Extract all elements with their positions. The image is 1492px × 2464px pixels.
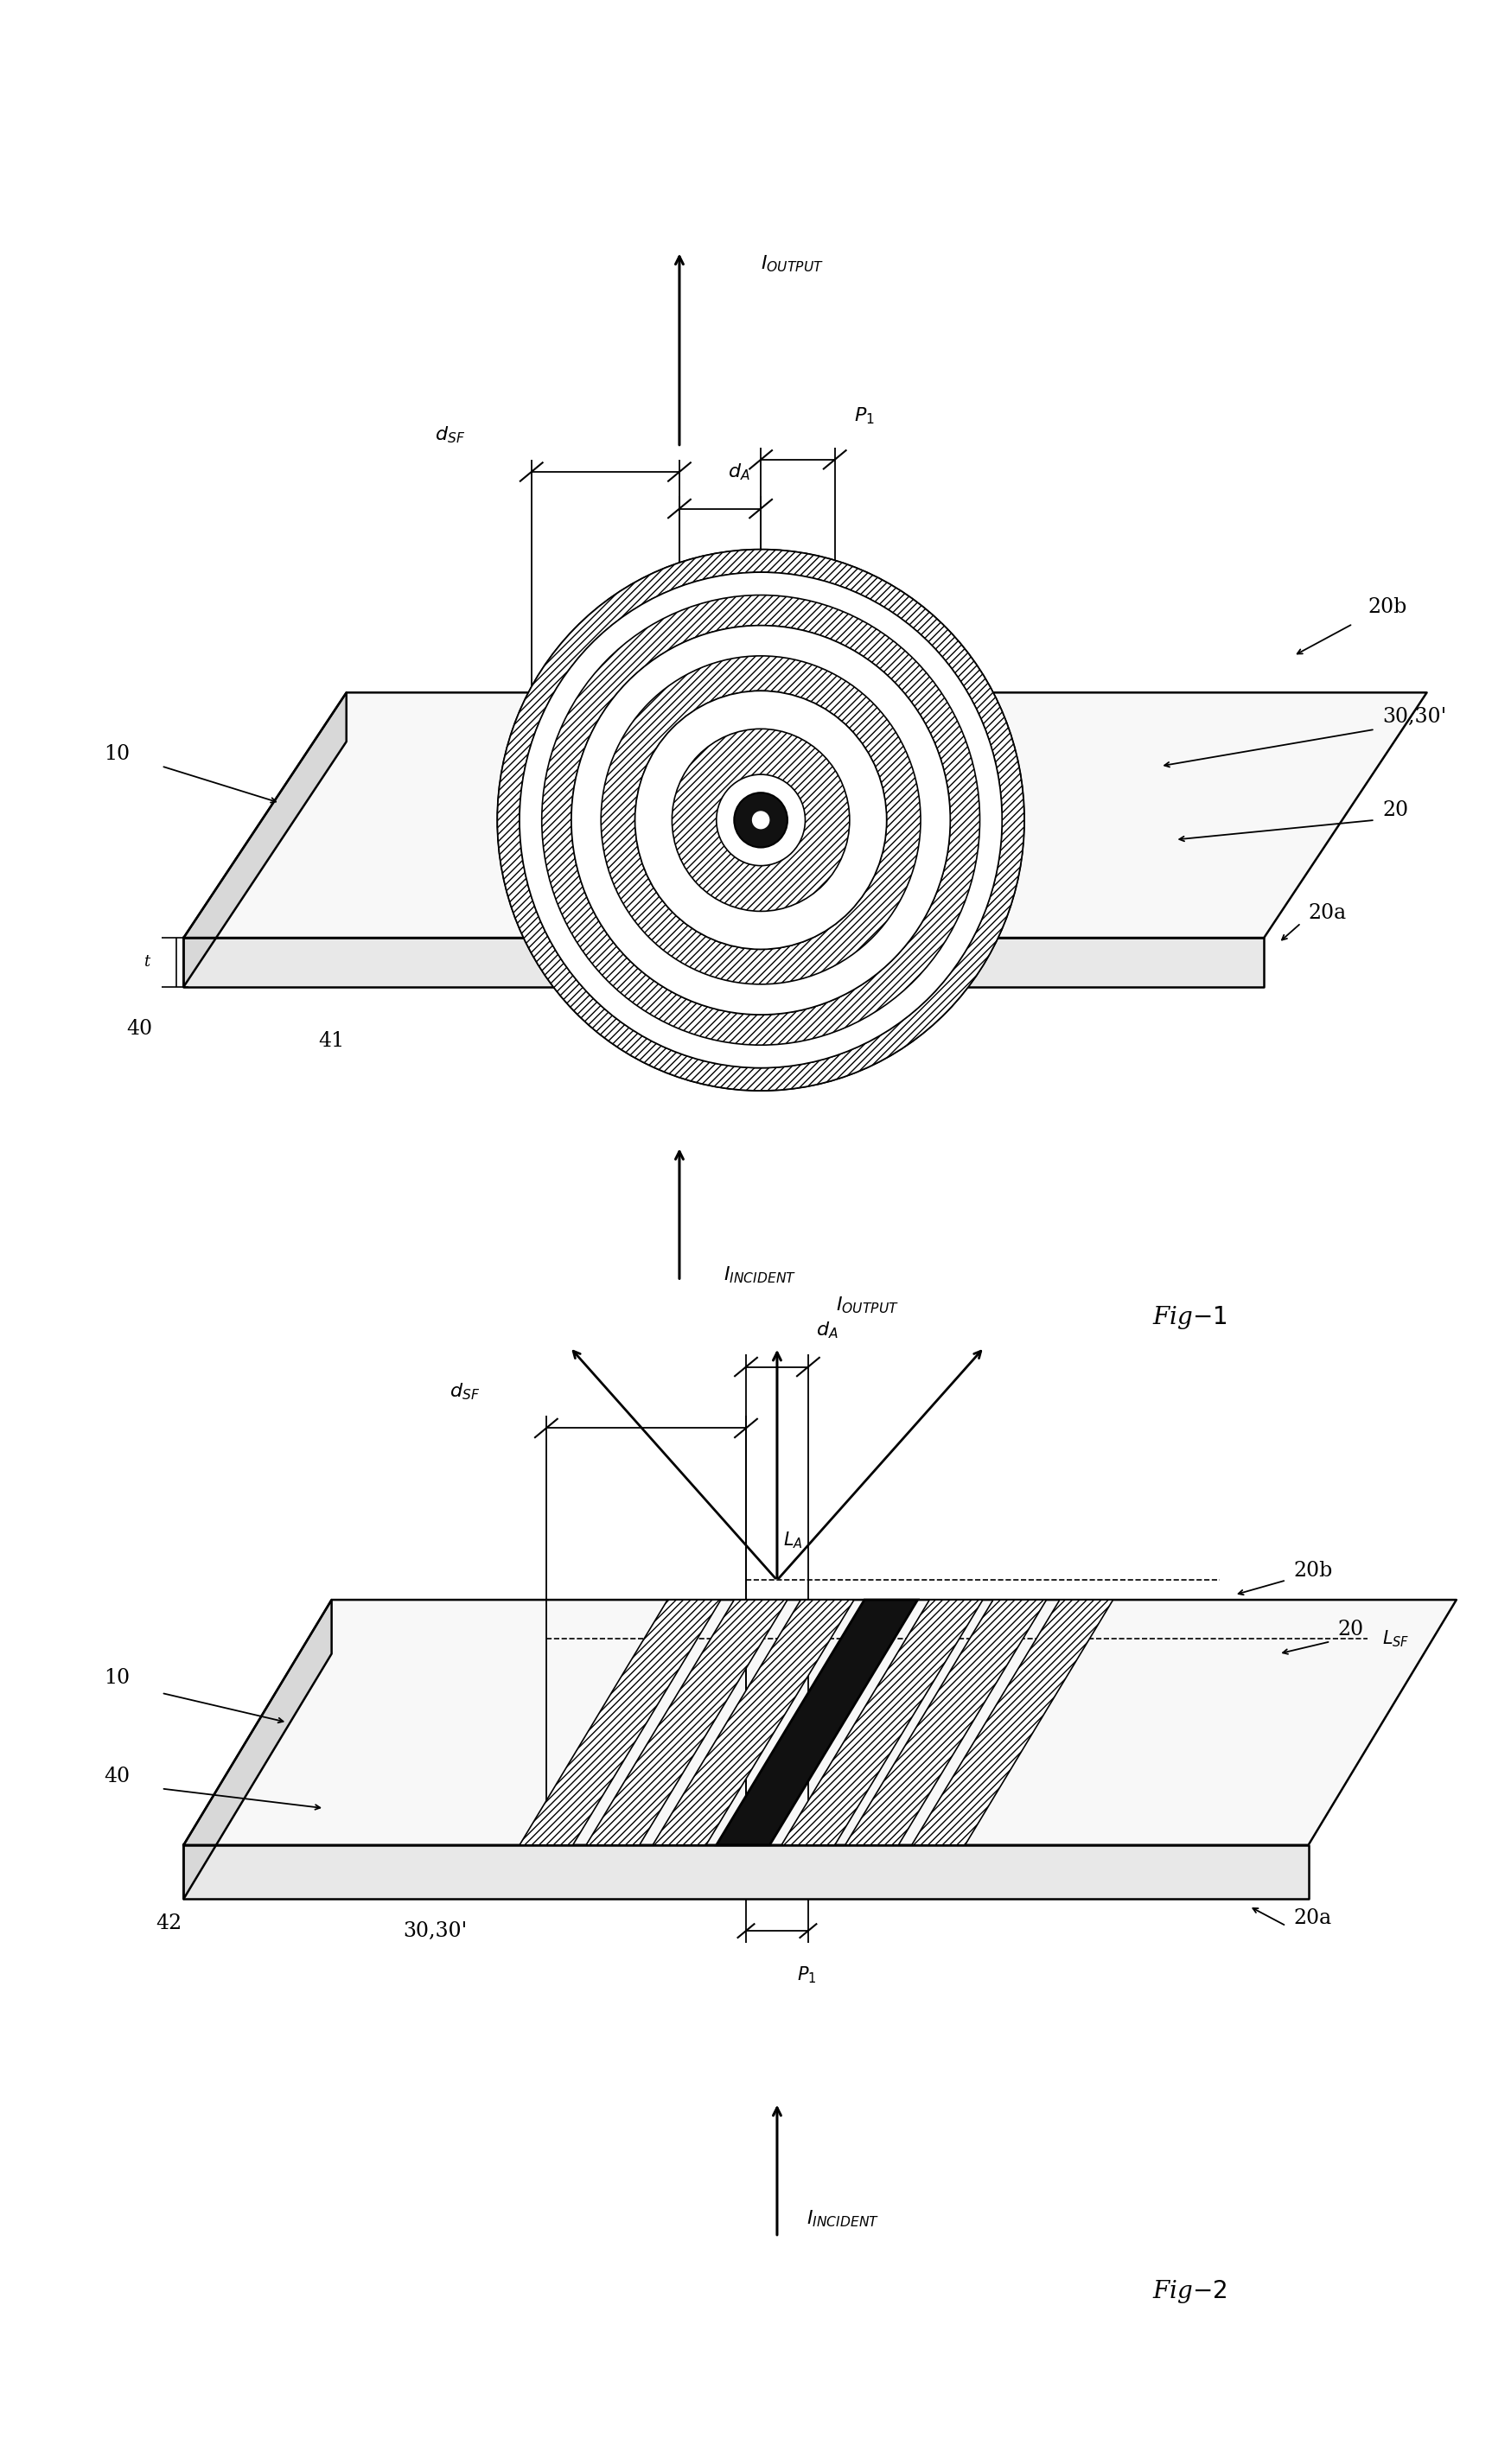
Polygon shape — [184, 939, 1264, 986]
Ellipse shape — [571, 626, 950, 1015]
Text: $L_A$: $L_A$ — [783, 1530, 803, 1550]
Text: 40: 40 — [104, 1767, 130, 1786]
Ellipse shape — [497, 549, 1024, 1092]
Polygon shape — [184, 1599, 331, 1900]
Text: $d_A$: $d_A$ — [728, 461, 749, 483]
Text: $d_{SF}$: $d_{SF}$ — [434, 424, 466, 446]
Ellipse shape — [734, 793, 788, 848]
Text: $I_{INCIDENT}$: $I_{INCIDENT}$ — [807, 2208, 879, 2230]
Ellipse shape — [671, 729, 849, 912]
Ellipse shape — [571, 626, 950, 1015]
Text: t: t — [143, 954, 149, 971]
Ellipse shape — [542, 596, 980, 1045]
Polygon shape — [184, 1846, 1308, 1900]
Text: $L_{SF}$: $L_{SF}$ — [1383, 1629, 1410, 1648]
Text: $I_{OUTPUT}$: $I_{OUTPUT}$ — [837, 1296, 900, 1316]
Polygon shape — [782, 1599, 983, 1846]
Ellipse shape — [636, 690, 886, 949]
Text: $P_1$: $P_1$ — [797, 1966, 816, 1986]
Polygon shape — [586, 1599, 788, 1846]
Text: 20b: 20b — [1368, 596, 1407, 616]
Polygon shape — [184, 1599, 1456, 1846]
Text: $d_A$: $d_A$ — [816, 1321, 839, 1340]
Text: 30,30': 30,30' — [1383, 707, 1447, 727]
Text: 10: 10 — [104, 1668, 130, 1688]
Ellipse shape — [752, 811, 770, 830]
Text: 20b: 20b — [1294, 1560, 1332, 1579]
Ellipse shape — [636, 690, 886, 949]
Ellipse shape — [601, 655, 921, 983]
Text: 30,30': 30,30' — [403, 1922, 467, 1942]
Text: $I_{INCIDENT}$: $I_{INCIDENT}$ — [724, 1264, 797, 1286]
Polygon shape — [519, 1599, 721, 1846]
Polygon shape — [184, 692, 346, 986]
Polygon shape — [844, 1599, 1046, 1846]
Text: 20: 20 — [1338, 1619, 1364, 1639]
Text: 20: 20 — [1383, 801, 1408, 821]
Text: 40: 40 — [127, 1018, 152, 1037]
Text: 42: 42 — [155, 1915, 182, 1934]
Text: $\mathregular{F}$ig$-2$: $\mathregular{F}$ig$-2$ — [1153, 2277, 1228, 2304]
Text: 20a: 20a — [1294, 1910, 1332, 1929]
Ellipse shape — [716, 774, 806, 865]
Text: 10: 10 — [104, 744, 130, 764]
Text: $\mathregular{F}$ig$-1$: $\mathregular{F}$ig$-1$ — [1153, 1303, 1228, 1331]
Polygon shape — [716, 1599, 918, 1846]
Polygon shape — [912, 1599, 1113, 1846]
Polygon shape — [653, 1599, 853, 1846]
Text: $I_{OUTPUT}$: $I_{OUTPUT}$ — [761, 254, 824, 274]
Text: $d_{SF}$: $d_{SF}$ — [449, 1382, 480, 1402]
Text: $P_1$: $P_1$ — [853, 404, 874, 426]
Ellipse shape — [519, 572, 1003, 1067]
Text: 41: 41 — [318, 1030, 345, 1050]
Ellipse shape — [497, 549, 1024, 1092]
Text: 20a: 20a — [1308, 904, 1347, 924]
Ellipse shape — [519, 572, 1003, 1067]
Polygon shape — [184, 692, 1426, 939]
